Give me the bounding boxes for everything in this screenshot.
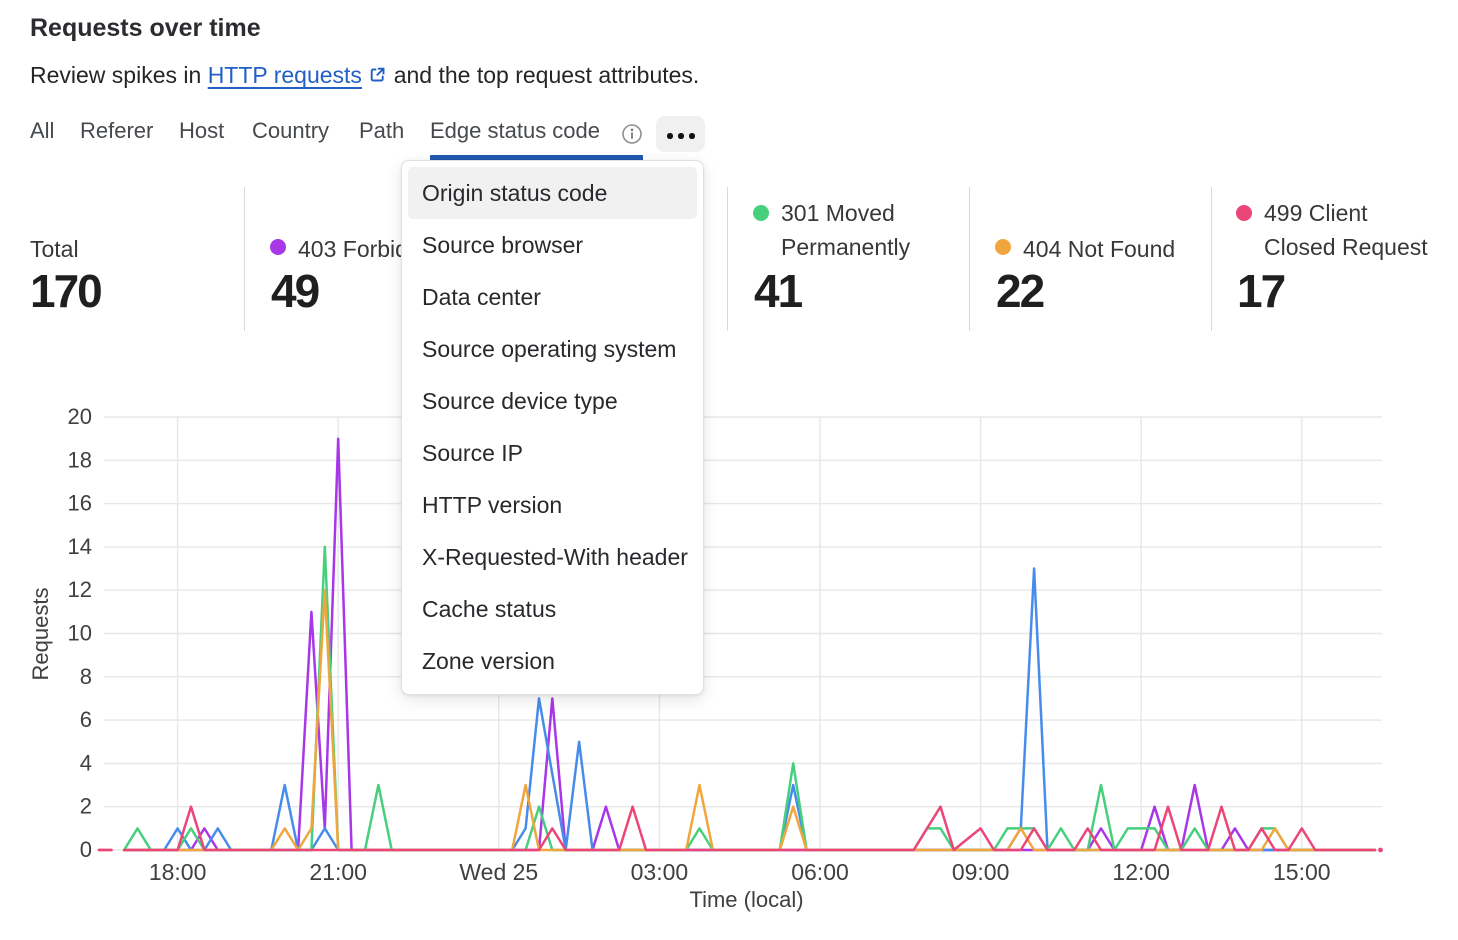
svg-text:10: 10 (68, 621, 92, 646)
svg-text:20: 20 (68, 404, 92, 429)
svg-text:06:00: 06:00 (791, 859, 849, 885)
svg-text:8: 8 (80, 664, 92, 689)
svg-text:16: 16 (68, 491, 92, 516)
svg-text:21:00: 21:00 (309, 859, 367, 885)
svg-text:09:00: 09:00 (952, 859, 1010, 885)
svg-text:14: 14 (68, 534, 92, 559)
svg-text:18:00: 18:00 (149, 859, 207, 885)
svg-text:18: 18 (68, 447, 92, 472)
svg-text:2: 2 (80, 794, 92, 819)
svg-text:6: 6 (80, 707, 92, 732)
svg-text:0: 0 (80, 837, 92, 862)
svg-text:4: 4 (80, 750, 92, 775)
svg-text:Time (local): Time (local) (689, 887, 803, 912)
svg-text:15:00: 15:00 (1273, 859, 1331, 885)
svg-text:Wed 25: Wed 25 (459, 859, 538, 885)
svg-text:12:00: 12:00 (1112, 859, 1170, 885)
svg-text:Requests: Requests (28, 588, 53, 681)
svg-text:03:00: 03:00 (631, 859, 689, 885)
svg-text:12: 12 (68, 577, 92, 602)
